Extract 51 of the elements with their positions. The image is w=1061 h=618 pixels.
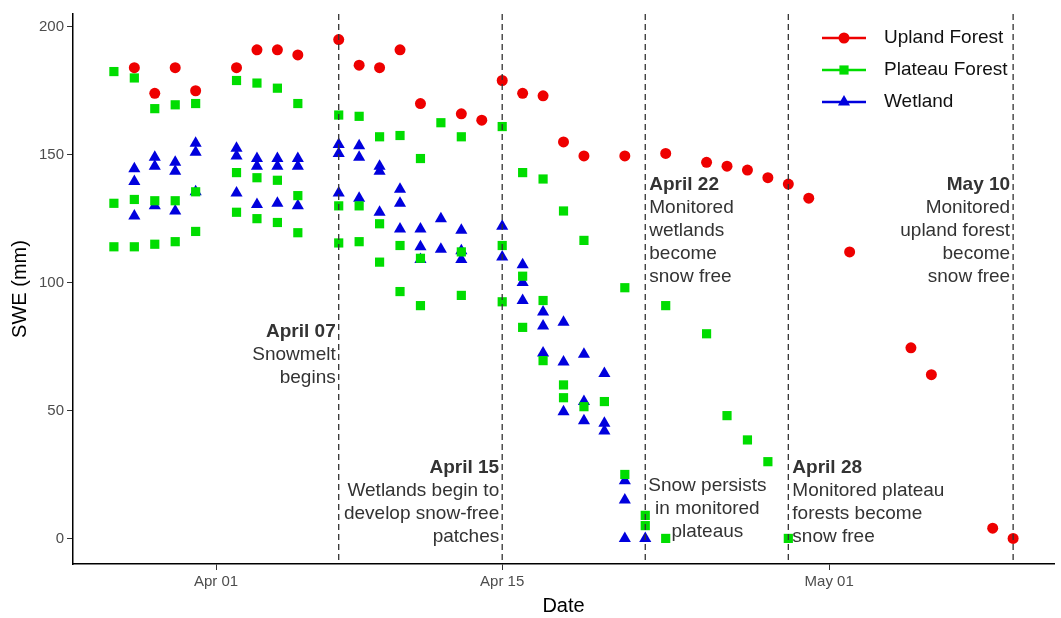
point: [414, 98, 426, 110]
point: [271, 44, 283, 56]
point: [496, 75, 508, 87]
point: [721, 160, 733, 172]
point: [558, 136, 570, 148]
ref-line-label: April 07 Snowmelt begins: [252, 319, 337, 387]
point: [741, 164, 753, 176]
point: [925, 369, 937, 381]
point: [619, 150, 631, 162]
x-axis-title: Date: [542, 593, 585, 616]
point: [455, 108, 467, 120]
x-tick-label: Apr 15: [480, 572, 525, 590]
point: [517, 87, 529, 99]
legend-label: Wetland: [884, 90, 954, 112]
point: [374, 62, 386, 74]
point: [128, 62, 140, 74]
point: [149, 87, 161, 99]
y-tick-label: 50: [47, 400, 65, 418]
point: [803, 192, 815, 204]
ref-line-label: April 28 Monitored plateau forests become snow free: [792, 455, 945, 546]
y-tick-label: 150: [39, 144, 65, 162]
point: [578, 150, 590, 162]
point: [190, 85, 202, 97]
point: [782, 178, 794, 190]
point: [251, 44, 263, 56]
y-tick-label: 200: [39, 16, 65, 34]
point: [844, 246, 856, 258]
ref-line-label: April 22 Monitored wetlands become snow free: [648, 172, 734, 286]
annotation: Snow persists in monitored plateaus: [648, 473, 767, 541]
point: [476, 114, 488, 126]
point: [701, 156, 713, 168]
y-tick-label: 100: [39, 272, 65, 290]
point: [231, 62, 243, 74]
point: [537, 90, 549, 102]
legend-label: Plateau Forest: [884, 58, 1009, 80]
point: [762, 172, 774, 184]
legend-label: Upland Forest: [884, 26, 1005, 48]
point: [394, 44, 406, 56]
point: [660, 147, 672, 159]
x-tick-label: Apr 01: [193, 572, 239, 590]
x-tick-label: May 01: [804, 572, 854, 590]
point: [905, 342, 917, 354]
y-axis-title: SWE (mm): [7, 240, 30, 338]
ref-line-label: April 15 Wetlands begin to develop snow-free patches: [343, 455, 500, 546]
y-tick-label: 0: [55, 528, 65, 546]
ref-line-label: May 10 Monitored upland forest become snow free: [900, 172, 1011, 286]
point: [169, 62, 181, 74]
point: [987, 522, 999, 534]
point: [333, 34, 345, 46]
point: [353, 59, 365, 71]
point: [292, 49, 304, 61]
